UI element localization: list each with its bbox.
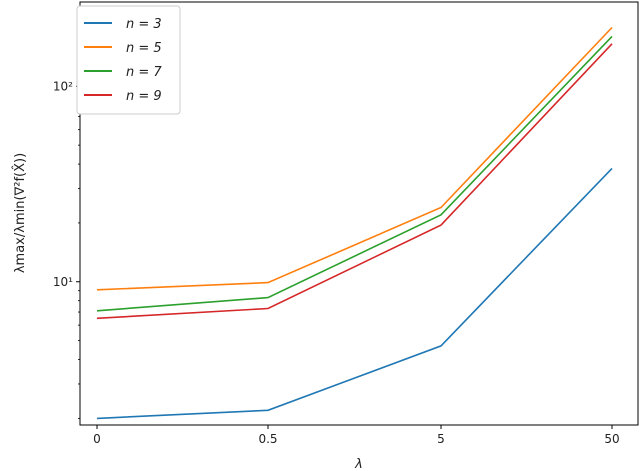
legend: n = 3 n = 5 n = 7 n = 9 bbox=[76, 5, 181, 115]
y-axis: 10¹ 10² bbox=[53, 27, 80, 419]
series-line-3 bbox=[96, 35, 613, 312]
legend-label-3: n = 7 bbox=[126, 65, 162, 80]
legend-label-2: n = 5 bbox=[126, 41, 162, 56]
legend-label-4: n = 9 bbox=[126, 89, 162, 104]
legend-box bbox=[76, 5, 181, 115]
x-tick-label: 0 bbox=[93, 432, 101, 446]
series-layer bbox=[96, 26, 613, 420]
series-line-1 bbox=[96, 167, 613, 420]
y-axis-label: λmax/λmin(∇²f(X̂)) bbox=[13, 153, 28, 273]
legend-label-1: n = 3 bbox=[126, 17, 162, 32]
series-line-2 bbox=[96, 26, 613, 291]
x-tick-label: 0.5 bbox=[258, 432, 277, 446]
x-axis: 0 0.5 5 50 bbox=[93, 425, 620, 446]
series-line-4 bbox=[96, 43, 613, 320]
y-tick-label: 10¹ bbox=[53, 275, 73, 289]
x-tick-label: 5 bbox=[437, 432, 445, 446]
x-tick-label: 50 bbox=[604, 432, 619, 446]
y-tick-label: 10² bbox=[53, 79, 73, 93]
x-axis-label: λ bbox=[354, 457, 363, 471]
